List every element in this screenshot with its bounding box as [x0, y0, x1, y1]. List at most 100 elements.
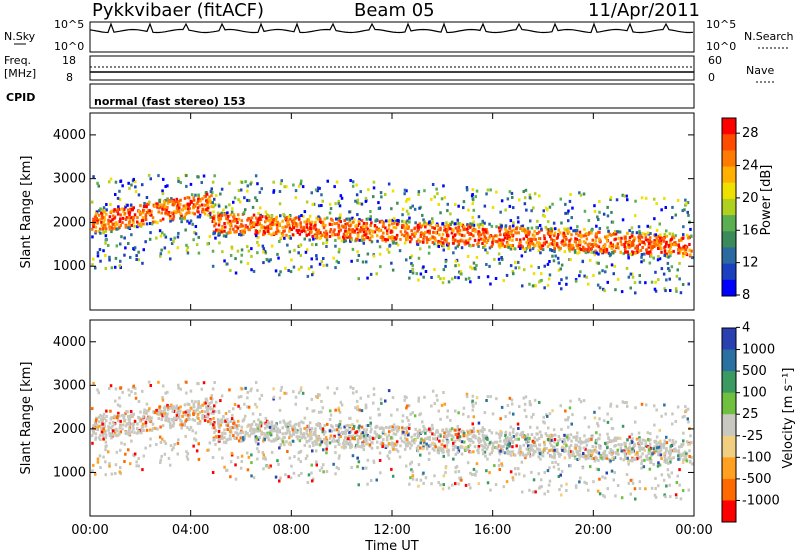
power-echo-cell: [471, 188, 475, 192]
power-echo-cell: [472, 234, 475, 238]
power-echo-cell: [474, 230, 477, 233]
velocity-echo-cell: [505, 439, 508, 443]
velocity-echo-cell: [270, 439, 273, 443]
power-echo-cell: [303, 237, 306, 241]
velocity-echo-cell: [490, 451, 493, 455]
noise-strip: N.Sky 10^5 10^0 10^5 10^0 N.Search: [4, 18, 794, 53]
power-echo-cell: [133, 224, 136, 228]
power-echo-cell: [569, 237, 573, 241]
power-echo-cell: [110, 209, 113, 213]
velocity-echo-cell: [565, 482, 568, 486]
power-echo-cell: [567, 230, 571, 234]
power-echo-cell: [362, 233, 366, 237]
velocity-echo-cell: [337, 432, 341, 436]
power-echo-cell: [290, 228, 293, 231]
power-echo-cell: [523, 268, 526, 272]
power-echo-cell: [102, 220, 105, 224]
power-echo-cell: [686, 210, 689, 214]
velocity-echo-cell: [628, 451, 632, 455]
n-sky-label: N.Sky: [4, 30, 36, 43]
velocity-echo-cell: [96, 388, 99, 392]
power-echo-cell: [659, 242, 663, 246]
power-echo-cell: [217, 217, 220, 221]
power-echo-cell: [562, 231, 565, 235]
power-echo-cell: [555, 243, 559, 247]
velocity-echo-cell: [681, 489, 685, 493]
velocity-echo-cell: [472, 450, 475, 454]
velocity-echo-cell: [652, 451, 656, 455]
velocity-echo-cell: [483, 450, 487, 454]
power-echo-cell: [510, 229, 514, 233]
velocity-echo-cell: [186, 452, 190, 456]
power-echo-cell: [118, 220, 121, 224]
velocity-echo-cell: [510, 436, 514, 439]
velocity-echo-cell: [471, 404, 475, 407]
velocity-echo-cell: [671, 440, 674, 444]
power-echo-cell: [511, 196, 514, 199]
power-echo-cell: [388, 223, 391, 227]
velocity-echo-cell: [457, 470, 461, 473]
power-echo-cell: [206, 200, 209, 204]
power-echo-cell: [240, 223, 243, 227]
velocity-echo-cell: [356, 439, 360, 443]
velocity-echo-cell: [568, 448, 571, 452]
power-echo-cell: [108, 258, 111, 262]
power-echo-cell: [503, 232, 507, 236]
power-echo-cell: [551, 242, 555, 246]
power-echo-cell: [437, 239, 440, 243]
power-echo-cell: [136, 216, 139, 220]
velocity-echo-cell: [112, 416, 116, 420]
power-echo-cell: [262, 261, 265, 265]
velocity-echo-cell: [452, 448, 455, 452]
velocity-echo-cell: [463, 431, 466, 435]
velocity-echo-cell: [260, 393, 263, 397]
power-echo-cell: [584, 248, 588, 252]
velocity-echo-cell: [500, 444, 503, 448]
velocity-echo-cell: [408, 423, 411, 427]
velocity-echo-cell: [402, 430, 405, 434]
power-echo-cell: [285, 185, 288, 189]
power-echo-cell: [339, 228, 342, 232]
velocity-echo-cell: [157, 410, 160, 414]
power-echo-cell: [380, 195, 383, 199]
velocity-echo-cell: [237, 395, 241, 399]
power-echo-cell: [598, 239, 601, 243]
power-echo-cell: [457, 276, 460, 280]
velocity-echo-cell: [445, 443, 449, 447]
velocity-echo-cell: [669, 495, 672, 499]
velocity-echo-cell: [495, 440, 499, 444]
velocity-echo-cell: [119, 472, 122, 476]
power-echo-cell: [257, 236, 260, 239]
power-echo-cell: [99, 207, 102, 211]
power-echo-cell: [653, 197, 656, 201]
power-echo-cell: [483, 204, 487, 208]
velocity-echo-cell: [485, 434, 488, 438]
power-echo-cell: [270, 244, 274, 248]
velocity-echo-cell: [147, 409, 150, 413]
velocity-echo-cell: [550, 439, 553, 442]
velocity-echo-cell: [606, 487, 609, 491]
power-echo-cell: [180, 220, 183, 224]
power-echo-cell: [181, 208, 184, 212]
velocity-echo-cell: [400, 439, 404, 443]
power-echo-cell: [624, 235, 627, 239]
power-echo-cell: [477, 234, 481, 238]
power-echo-cell: [147, 209, 150, 212]
power-echo-cell: [596, 215, 599, 219]
power-echo-cell: [170, 197, 173, 201]
power-echo-cell: [442, 248, 445, 252]
velocity-echo-cell: [290, 434, 293, 438]
power-echo-cell: [539, 251, 542, 255]
velocity-echo-cell: [108, 387, 111, 390]
power-echo-cell: [402, 224, 405, 228]
velocity-echo-cell: [107, 428, 110, 432]
power-echo-cell: [671, 232, 674, 236]
velocity-echo-cell: [687, 442, 690, 446]
velocity-echo-cell: [379, 471, 382, 475]
velocity-echo-cell: [430, 482, 433, 486]
velocity-echo-cell: [355, 399, 359, 403]
velocity-echo-cell: [258, 436, 262, 439]
velocity-echo-cell: [675, 496, 678, 499]
power-echo-cell: [343, 237, 346, 241]
velocity-echo-cell: [505, 480, 509, 484]
